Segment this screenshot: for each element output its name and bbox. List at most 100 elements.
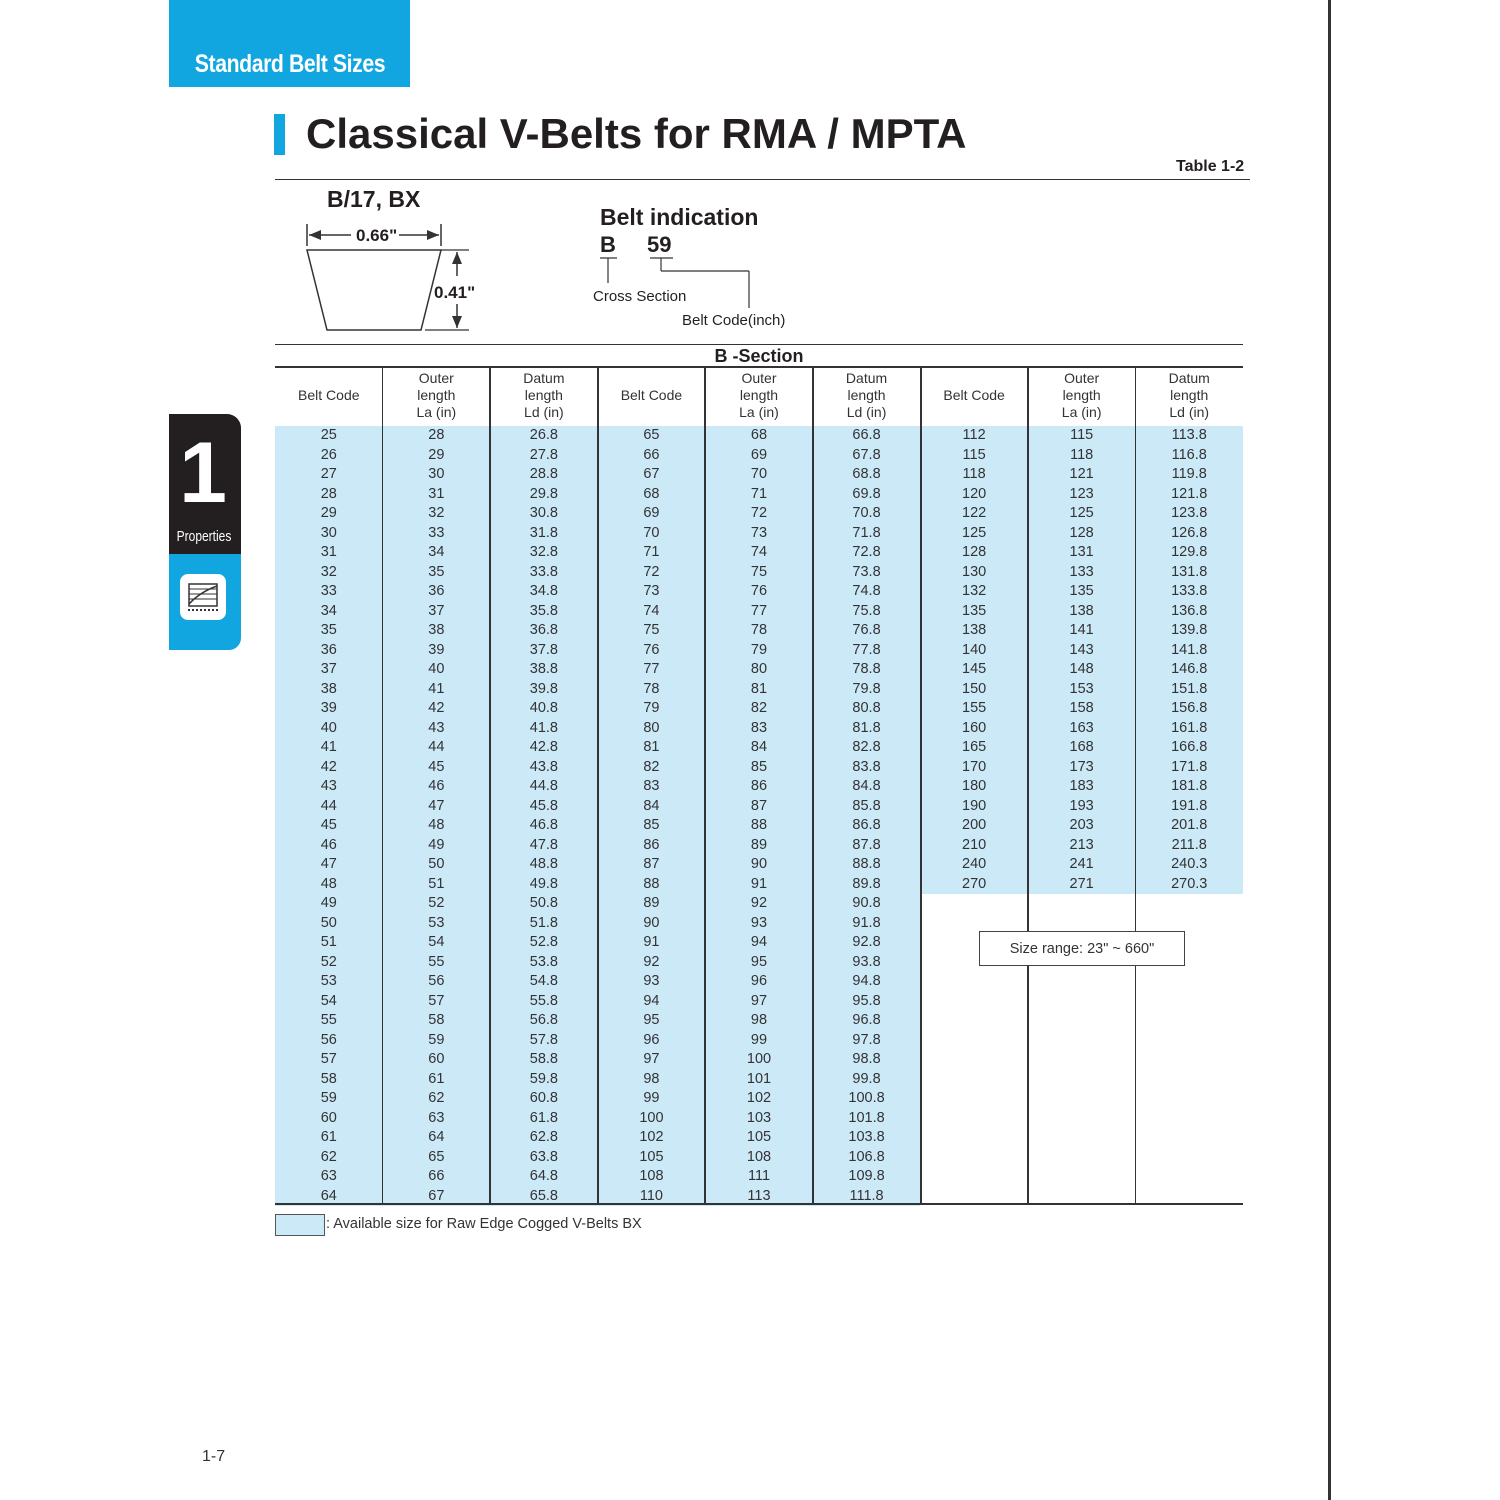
table-cell: 67.8 — [852, 446, 881, 463]
column-header: Belt Code — [620, 387, 683, 403]
table-cell: 64 — [428, 1129, 445, 1145]
table-cell: 75 — [750, 563, 768, 580]
table-cell: 55 — [320, 1012, 337, 1028]
table-cell: 135 — [962, 602, 987, 619]
column-header: Outer length La (in) — [1061, 370, 1102, 420]
belt-indication-leaders — [600, 257, 750, 308]
table-cell: 44 — [320, 797, 337, 814]
section-title: B -Section — [714, 346, 804, 366]
table-cell: 115 — [962, 446, 986, 463]
table-cell: 90.8 — [852, 895, 881, 911]
table-cell: 47.8 — [529, 836, 558, 853]
table-cell: 48.8 — [529, 856, 558, 872]
available-size-fill — [597, 426, 921, 1206]
table-cell: 68.8 — [852, 466, 881, 482]
table-cell: 78.8 — [852, 661, 881, 677]
table-cell: 113.8 — [1171, 427, 1207, 443]
table-cell: 113 — [747, 1187, 771, 1204]
table-cell: 31.8 — [529, 524, 558, 541]
cross-section-label: B/17, BX — [327, 186, 421, 212]
table-cell: 98.8 — [852, 1051, 881, 1067]
table-cell: 29.8 — [529, 485, 558, 502]
table-cell: 86 — [643, 836, 660, 853]
table-cell: 56.8 — [529, 1012, 558, 1028]
table-cell: 79 — [643, 700, 660, 716]
column-divider — [381, 366, 384, 1204]
table-cell: 29 — [428, 446, 445, 463]
table-cell: 28 — [428, 427, 445, 443]
table-cell: 141.8 — [1171, 641, 1208, 658]
table-cell: 50.8 — [529, 895, 558, 911]
table-cell: 241 — [1069, 856, 1094, 872]
table-cell: 50 — [428, 856, 445, 872]
table-cell: 42.8 — [529, 739, 558, 755]
table-cell: 70.8 — [852, 505, 881, 521]
chart-icon — [180, 574, 226, 620]
table-cell: 39.8 — [529, 680, 558, 697]
table-cell: 145 — [962, 661, 987, 677]
table-cell: 270 — [962, 875, 987, 892]
table-cell: 183 — [1069, 778, 1094, 794]
table-cell: 49.8 — [529, 875, 558, 892]
table-cell: 213 — [1069, 836, 1094, 853]
table-cell: 240 — [962, 856, 987, 872]
table-cell: 72 — [643, 563, 660, 580]
chapter-tab[interactable]: 1 Properties — [169, 414, 241, 650]
table-cell: 98 — [750, 1012, 768, 1028]
table-cell: 70 — [750, 466, 768, 482]
table-cell: 125 — [1069, 505, 1094, 521]
table-cell: 54.8 — [529, 973, 558, 989]
table-cell: 100.8 — [848, 1090, 885, 1106]
table-cell: 42 — [428, 700, 445, 716]
table-cell: 59.8 — [529, 1070, 558, 1087]
table-cell: 38 — [320, 680, 337, 697]
table-cell: 96.8 — [852, 1012, 881, 1028]
table-cell: 41 — [428, 680, 445, 697]
table-cell: 38 — [428, 622, 445, 638]
table-cell: 54 — [428, 934, 445, 950]
table-cell: 125 — [962, 524, 987, 541]
table-cell: 87 — [643, 856, 660, 872]
table-cell: 83.8 — [852, 758, 881, 775]
table-cell: 95 — [750, 953, 768, 970]
table-cell: 76.8 — [852, 622, 881, 638]
table-cell: 47 — [428, 797, 445, 814]
table-cell: 84 — [750, 739, 768, 755]
table-cell: 45.8 — [529, 797, 558, 814]
table-cell: 41 — [320, 739, 337, 755]
column-header: Outer length La (in) — [739, 370, 779, 420]
table-cell: 34 — [428, 544, 445, 560]
table-cell: 49 — [320, 895, 337, 911]
table-cell: 126.8 — [1171, 524, 1208, 541]
table-cell: 91 — [750, 875, 768, 892]
table-cell: 108 — [746, 1148, 772, 1165]
table-cell: 60 — [320, 1109, 337, 1126]
table-cell: 68 — [643, 485, 660, 502]
table-cell: 62 — [428, 1090, 445, 1106]
table-cell: 129.8 — [1171, 544, 1208, 560]
table-cell: 153 — [1069, 680, 1094, 697]
table-cell: 148 — [1069, 661, 1094, 677]
table-cell: 45 — [320, 817, 337, 833]
table-cell: 146.8 — [1171, 661, 1208, 677]
table-cell: 66.8 — [852, 427, 881, 443]
table-cell: 79.8 — [852, 680, 881, 697]
table-cell: 52.8 — [529, 934, 558, 950]
table-cell: 36 — [428, 583, 445, 599]
table-top-border — [275, 366, 1243, 368]
cross-section-caption: Cross Section — [593, 288, 687, 305]
table-cell: 27 — [320, 466, 337, 482]
column-divider — [596, 366, 599, 1204]
table-cell: 58.8 — [529, 1051, 558, 1067]
table-cell: 74 — [643, 602, 660, 619]
table-cell: 61 — [428, 1070, 445, 1087]
table-cell: 63 — [320, 1168, 337, 1184]
table-cell: 89 — [643, 895, 660, 911]
table-cell: 49 — [428, 836, 445, 853]
table-cell: 84.8 — [852, 778, 881, 794]
table-cell: 140 — [962, 641, 987, 658]
table-cell: 32 — [320, 563, 337, 580]
table-number: Table 1-2 — [1176, 158, 1245, 175]
table-cell: 165 — [962, 739, 987, 755]
table-cell: 191.8 — [1171, 797, 1208, 814]
